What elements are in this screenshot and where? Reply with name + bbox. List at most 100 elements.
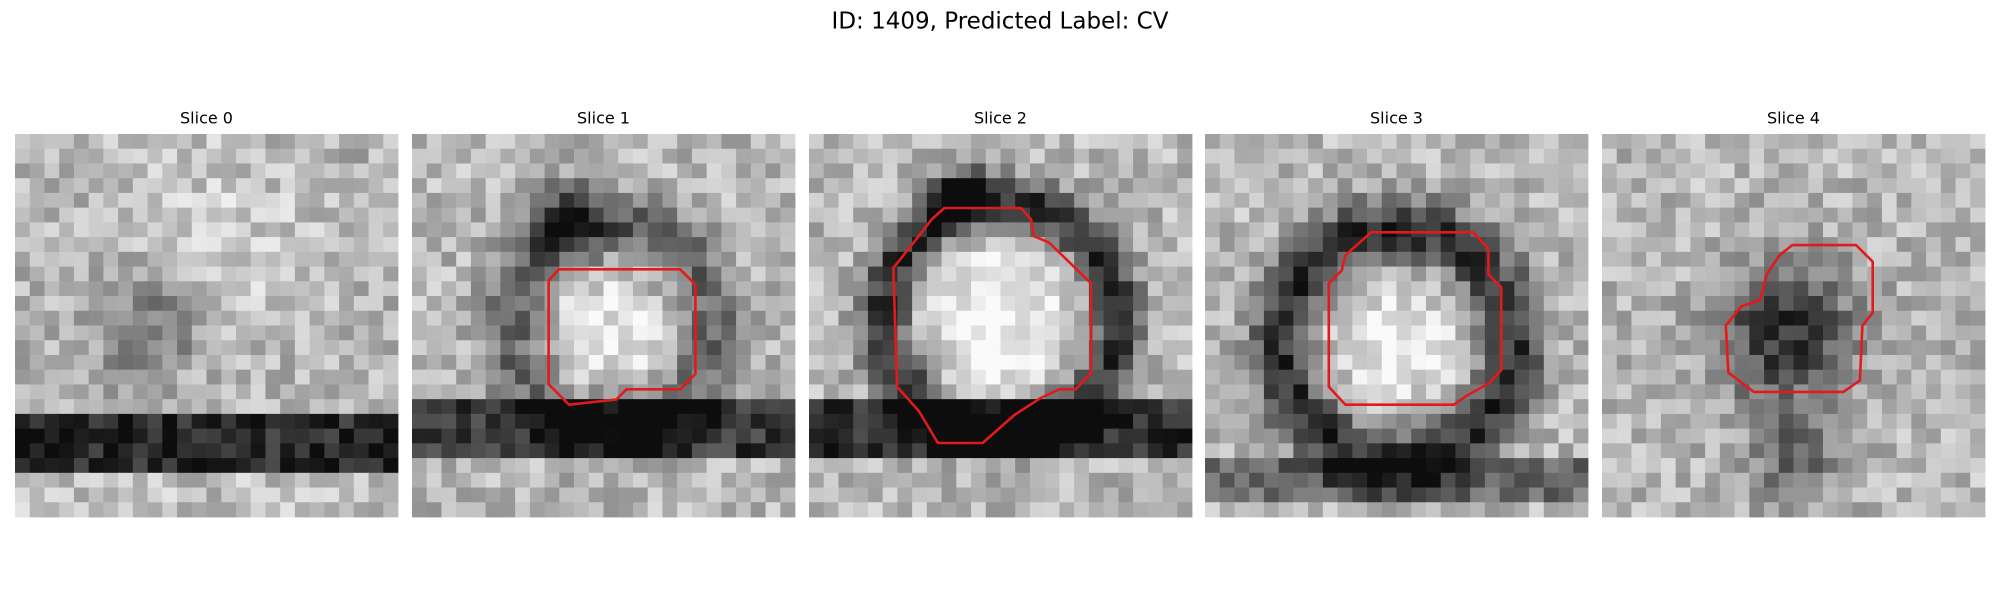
pixel <box>162 266 178 282</box>
pixel <box>118 458 134 474</box>
pixel <box>441 310 457 326</box>
pixel <box>73 399 90 415</box>
pixel <box>1970 354 1986 371</box>
pixel <box>1147 428 1163 444</box>
pixel <box>44 266 60 282</box>
pixel <box>1177 369 1193 385</box>
pixel <box>1499 310 1515 326</box>
pixel <box>1852 502 1868 518</box>
pixel <box>985 325 1001 341</box>
pixel <box>677 502 693 518</box>
pixel <box>867 354 884 371</box>
pixel <box>368 502 384 518</box>
pixel <box>470 340 487 356</box>
pixel <box>1263 354 1280 371</box>
pixel <box>1926 237 1942 253</box>
pixel <box>515 340 531 356</box>
pixel <box>412 222 428 238</box>
pixel <box>941 134 957 150</box>
pixel <box>838 222 854 238</box>
pixel <box>941 325 957 341</box>
pixel <box>1322 413 1338 430</box>
pixel <box>426 354 442 371</box>
pixel <box>1926 472 1942 488</box>
pixel <box>632 443 649 459</box>
pixel <box>368 399 384 415</box>
pixel <box>1162 237 1178 253</box>
pixel <box>59 207 75 223</box>
pixel <box>118 472 134 488</box>
pixel <box>1822 310 1839 326</box>
pixel <box>780 458 796 474</box>
pixel <box>1852 428 1868 444</box>
pixel <box>1352 325 1368 341</box>
pixel <box>456 310 472 326</box>
pixel <box>765 487 781 503</box>
pixel <box>73 428 90 444</box>
pixel <box>662 310 678 326</box>
pixel <box>1219 237 1235 253</box>
slice-image <box>809 134 1193 518</box>
pixel <box>1074 222 1090 238</box>
pixel <box>1029 487 1046 503</box>
pixel <box>118 178 134 194</box>
pixel <box>1660 207 1677 223</box>
pixel <box>574 325 590 341</box>
pixel <box>1970 310 1986 326</box>
pixel <box>853 384 869 400</box>
pixel <box>441 266 457 282</box>
pixel <box>485 340 501 356</box>
pixel <box>912 251 928 267</box>
pixel <box>339 487 355 503</box>
pixel <box>177 502 193 518</box>
pixel <box>780 281 796 297</box>
pixel <box>1059 237 1075 253</box>
pixel <box>456 472 472 488</box>
pixel <box>1352 354 1368 371</box>
pixel <box>1440 281 1456 297</box>
pixel <box>912 443 928 459</box>
pixel <box>1322 222 1338 238</box>
pixel <box>897 458 913 474</box>
pixel <box>1940 428 1956 444</box>
pixel <box>897 207 913 223</box>
pixel <box>15 443 31 459</box>
pixel <box>1133 458 1149 474</box>
pixel <box>1896 163 1912 179</box>
pixel <box>1000 251 1016 267</box>
pixel <box>1602 281 1618 297</box>
pixel <box>44 207 60 223</box>
pixel <box>294 502 311 518</box>
pixel <box>1293 178 1309 194</box>
pixel <box>456 207 472 223</box>
pixel <box>926 192 942 209</box>
pixel <box>912 148 928 164</box>
pixel <box>1440 472 1456 488</box>
pixel <box>1970 192 1986 209</box>
pixel <box>250 369 266 385</box>
pixel <box>1793 399 1809 415</box>
pixel <box>853 266 869 282</box>
pixel <box>1955 266 1971 282</box>
pixel <box>1484 134 1501 150</box>
pixel <box>118 163 134 179</box>
pixel <box>1778 207 1794 223</box>
pixel <box>985 296 1001 312</box>
pixel <box>1177 281 1193 297</box>
pixel <box>206 134 222 150</box>
pixel <box>882 148 898 164</box>
pixel <box>1808 266 1824 282</box>
pixel <box>1749 310 1765 326</box>
pixel <box>1896 384 1912 400</box>
pixel <box>529 428 545 444</box>
pixel <box>882 192 898 209</box>
pixel <box>294 207 311 223</box>
pixel <box>44 148 60 164</box>
pixel <box>1147 192 1163 209</box>
pixel <box>765 340 781 356</box>
pixel <box>1778 472 1794 488</box>
pixel <box>1793 354 1809 371</box>
pixel <box>1852 207 1868 223</box>
pixel <box>1205 502 1221 518</box>
